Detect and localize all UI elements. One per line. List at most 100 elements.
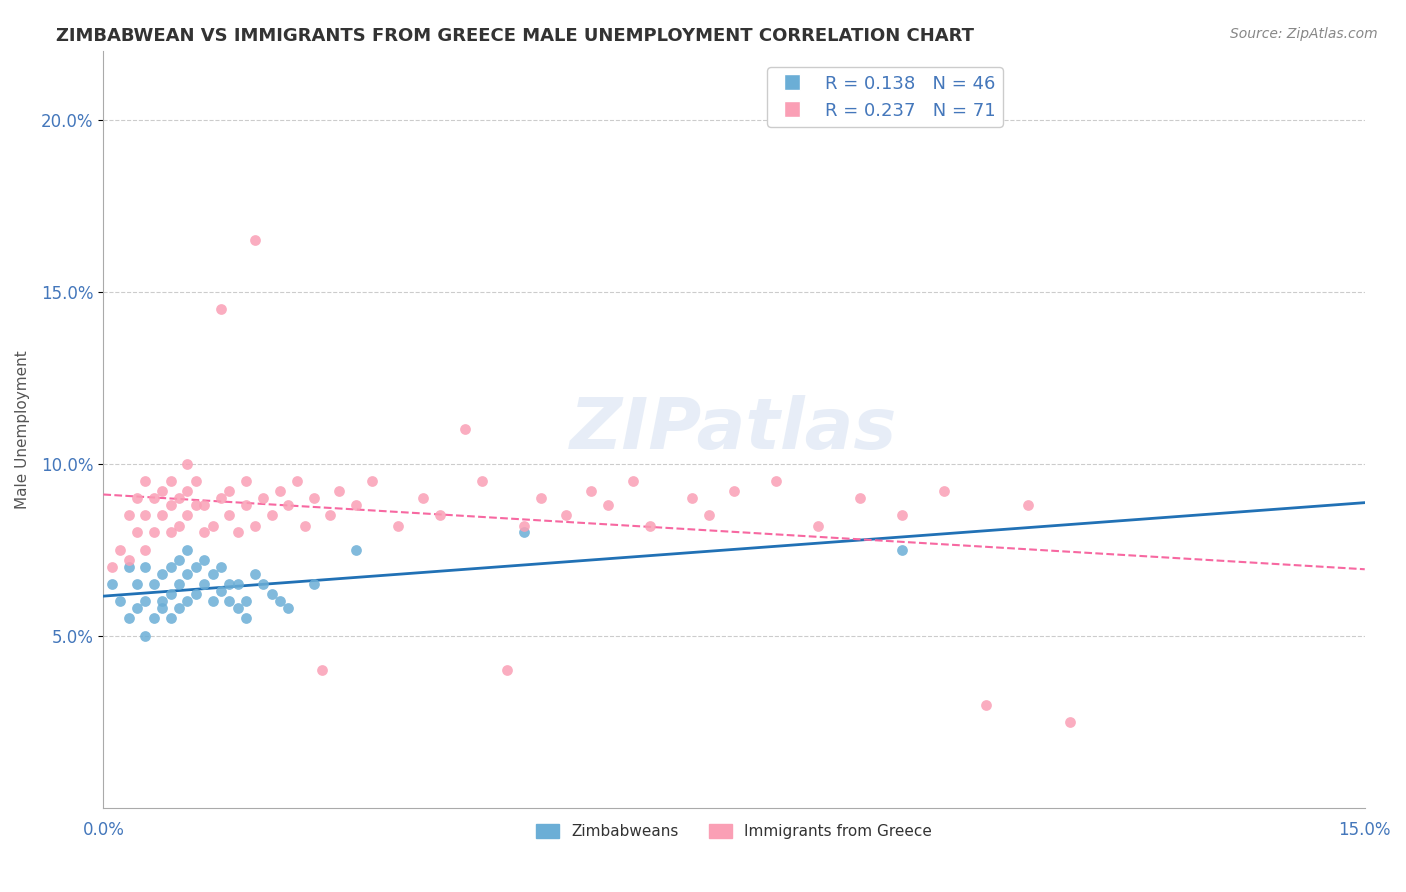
Point (209, 559, 232, 574)
Point (976, 698, 998, 712)
Point (243, 518, 266, 533)
Point (260, 587, 283, 601)
Point (134, 542, 156, 557)
Point (319, 508, 342, 523)
Point (361, 474, 384, 488)
Point (1017, 498, 1039, 512)
Point (201, 594, 224, 608)
Point (150, 508, 173, 523)
Point (167, 518, 190, 533)
Point (159, 498, 181, 512)
Point (235, 474, 257, 488)
Text: ZIPatlas: ZIPatlas (571, 395, 897, 464)
Point (142, 611, 165, 625)
Point (125, 577, 148, 591)
Text: Source: ZipAtlas.com: Source: ZipAtlas.com (1230, 27, 1378, 41)
Point (167, 491, 190, 505)
Point (150, 566, 173, 581)
Point (226, 525, 249, 540)
Point (142, 525, 165, 540)
Point (176, 594, 198, 608)
Point (235, 594, 257, 608)
Point (150, 594, 173, 608)
Point (302, 491, 325, 505)
Point (1059, 714, 1081, 729)
Point (681, 491, 703, 505)
Point (184, 559, 207, 574)
Point (184, 587, 207, 601)
Point (218, 508, 240, 523)
Point (176, 542, 198, 557)
Point (226, 601, 249, 615)
Point (454, 422, 477, 436)
Point (201, 566, 224, 581)
Point (125, 525, 148, 540)
Point (193, 525, 215, 540)
Point (311, 663, 333, 677)
Point (134, 508, 156, 523)
Point (429, 508, 451, 523)
Legend: Zimbabweans, Immigrants from Greece: Zimbabweans, Immigrants from Greece (530, 818, 938, 846)
Point (530, 491, 553, 505)
Y-axis label: Male Unemployment: Male Unemployment (15, 350, 30, 508)
Point (167, 553, 190, 567)
Point (243, 566, 266, 581)
Point (513, 518, 536, 533)
Point (125, 491, 148, 505)
Point (579, 484, 602, 499)
Point (176, 566, 198, 581)
Point (134, 629, 156, 643)
Point (807, 518, 830, 533)
Point (159, 525, 181, 540)
Point (344, 542, 367, 557)
Point (496, 663, 519, 677)
Point (134, 594, 156, 608)
Point (108, 542, 131, 557)
Text: 0.0%: 0.0% (83, 822, 124, 839)
Point (117, 559, 139, 574)
Point (471, 474, 494, 488)
Point (184, 474, 207, 488)
Point (218, 577, 240, 591)
Point (302, 577, 325, 591)
Point (159, 611, 181, 625)
Point (134, 474, 156, 488)
Point (269, 484, 291, 499)
Point (638, 518, 661, 533)
Point (209, 301, 232, 316)
Point (184, 498, 207, 512)
Point (269, 594, 291, 608)
Point (142, 491, 165, 505)
Point (193, 498, 215, 512)
Point (344, 498, 367, 512)
Text: 15.0%: 15.0% (1339, 822, 1391, 839)
Point (277, 601, 299, 615)
Point (697, 508, 720, 523)
Point (252, 577, 274, 591)
Point (134, 559, 156, 574)
Point (285, 474, 308, 488)
Point (849, 491, 872, 505)
Point (209, 491, 232, 505)
Point (117, 611, 139, 625)
Point (167, 577, 190, 591)
Point (513, 525, 536, 540)
Point (891, 508, 914, 523)
Point (176, 457, 198, 471)
Point (117, 553, 139, 567)
Point (117, 508, 139, 523)
Point (142, 577, 165, 591)
Point (235, 611, 257, 625)
Point (176, 484, 198, 499)
Point (723, 484, 745, 499)
Point (193, 577, 215, 591)
Point (328, 484, 350, 499)
Point (226, 577, 249, 591)
Point (193, 553, 215, 567)
Point (243, 233, 266, 247)
Point (277, 498, 299, 512)
Point (100, 577, 122, 591)
Point (218, 484, 240, 499)
Point (159, 587, 181, 601)
Point (596, 498, 619, 512)
